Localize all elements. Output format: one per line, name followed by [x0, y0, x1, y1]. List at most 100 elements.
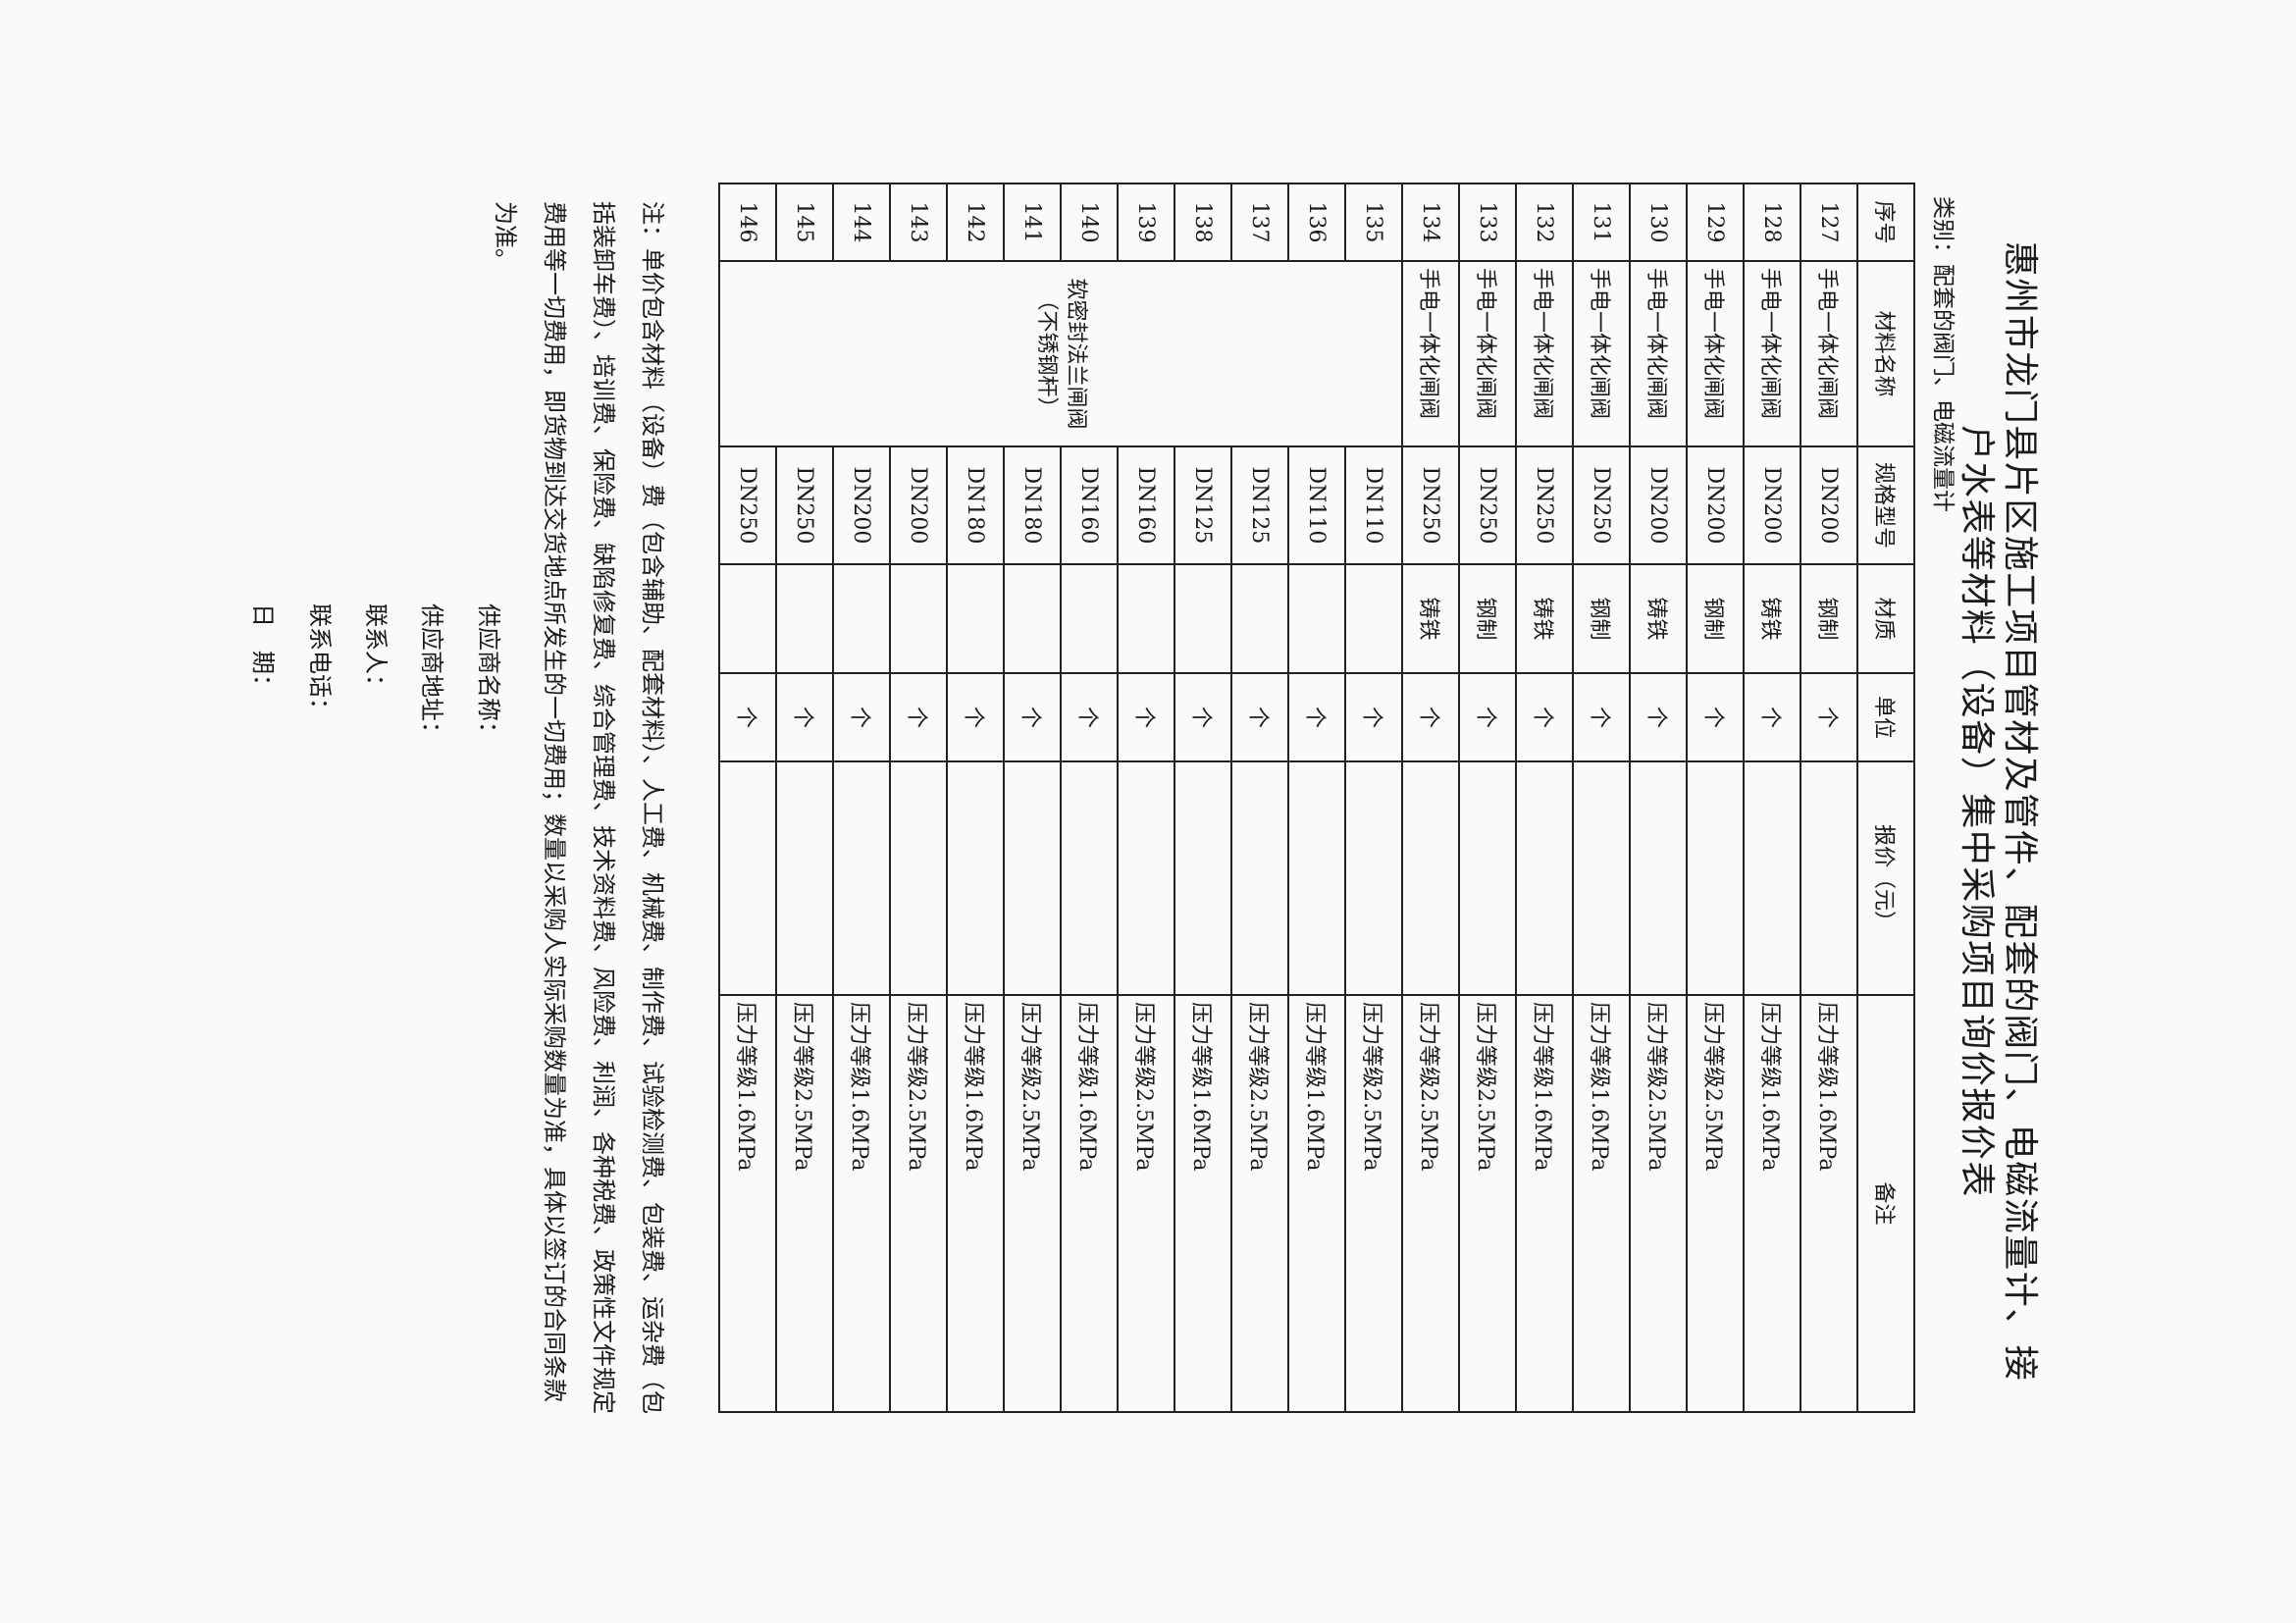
cell-price	[1174, 761, 1231, 995]
cell-spec: DN200	[833, 446, 890, 564]
notes-text: 注：单价包含材料（设备）费（包含辅助、配套材料）、人工费、机械费、制作费、试验检…	[492, 201, 666, 1414]
cell-unit: 个	[1004, 673, 1061, 761]
cell-unit: 个	[1459, 673, 1516, 761]
cell-name: 手电一体化闸阀	[1744, 261, 1800, 446]
cell-unit: 个	[1516, 673, 1573, 761]
cell-unit: 个	[1174, 673, 1231, 761]
cell-material	[1004, 564, 1061, 673]
cell-remark: 压力等级1.6MPa	[1516, 995, 1573, 1412]
cell-material: 铸铁	[1630, 564, 1687, 673]
cell-price	[776, 761, 833, 995]
table-row: 132 手电一体化闸阀 DN250 铸铁个压力等级1.6MPa	[1516, 183, 1573, 1412]
cell-unit: 个	[1118, 673, 1174, 761]
cell-remark: 压力等级1.6MPa	[1744, 995, 1800, 1412]
cell-remark: 压力等级1.6MPa	[833, 995, 890, 1412]
cell-material	[833, 564, 890, 673]
cell-name: 手电一体化闸阀	[1402, 261, 1459, 446]
cell-material	[947, 564, 1004, 673]
cell-remark: 压力等级1.6MPa	[947, 995, 1004, 1412]
cell-unit: 个	[890, 673, 947, 761]
table-row: 135 软密封法兰闸阀 （不锈钢杆） DN110 个压力等级2.5MPa	[719, 183, 1402, 1412]
cell-material	[1118, 564, 1174, 673]
header-no: 序号	[1857, 183, 1914, 261]
cell-material	[1288, 564, 1345, 673]
cell-remark: 压力等级1.6MPa	[1061, 995, 1118, 1412]
cell-remark: 压力等级2.5MPa	[1004, 995, 1061, 1412]
cell-no: 135	[1345, 183, 1402, 261]
header-name: 材料名称	[1857, 261, 1914, 446]
cell-remark: 压力等级1.6MPa	[1174, 995, 1231, 1412]
cell-material	[1061, 564, 1118, 673]
cell-price	[1573, 761, 1630, 995]
table-row: 129 手电一体化闸阀 DN200 钢制个压力等级2.5MPa	[1687, 183, 1744, 1412]
cell-material: 钢制	[1573, 564, 1630, 673]
cell-spec: DN125	[1174, 446, 1231, 564]
supplier-name-label: 供应商名称：	[475, 603, 502, 745]
cell-remark: 压力等级2.5MPa	[890, 995, 947, 1412]
cell-price	[1744, 761, 1800, 995]
table-row: 133 手电一体化闸阀 DN250 钢制个压力等级2.5MPa	[1459, 183, 1516, 1412]
cell-no: 143	[890, 183, 947, 261]
cell-material: 铸铁	[1516, 564, 1573, 673]
cell-remark: 压力等级2.5MPa	[1118, 995, 1174, 1412]
cell-price	[1004, 761, 1061, 995]
cell-spec: DN200	[1744, 446, 1800, 564]
cell-no: 129	[1687, 183, 1744, 261]
cell-spec: DN160	[1118, 446, 1174, 564]
cell-no: 137	[1231, 183, 1288, 261]
cell-remark: 压力等级1.6MPa	[1573, 995, 1630, 1412]
cell-remark: 压力等级1.6MPa	[719, 995, 776, 1412]
cell-remark: 压力等级2.5MPa	[1459, 995, 1516, 1412]
cell-spec: DN250	[1402, 446, 1459, 564]
cell-price	[890, 761, 947, 995]
cell-no: 145	[776, 183, 833, 261]
cell-remark: 压力等级2.5MPa	[1345, 995, 1402, 1412]
cell-price	[1459, 761, 1516, 995]
cell-name: 手电一体化闸阀	[1516, 261, 1573, 446]
table-row: 131 手电一体化闸阀 DN250 钢制个压力等级1.6MPa	[1573, 183, 1630, 1412]
table-row: 128 手电一体化闸阀 DN200 铸铁个压力等级1.6MPa	[1744, 183, 1800, 1412]
cell-remark: 压力等级2.5MPa	[1231, 995, 1288, 1412]
header-unit: 单位	[1857, 673, 1914, 761]
cell-spec: DN160	[1061, 446, 1118, 564]
cell-spec: DN125	[1231, 446, 1288, 564]
cell-remark: 压力等级1.6MPa	[1288, 995, 1345, 1412]
cell-price	[1288, 761, 1345, 995]
quotation-table: 序号 材料名称 规格型号 材质 单位 报价（元） 备注 127 手电一体化闸阀 DN…	[718, 183, 1915, 1413]
cell-spec: DN180	[1004, 446, 1061, 564]
cell-unit: 个	[1231, 673, 1288, 761]
cell-spec: DN250	[1459, 446, 1516, 564]
cell-material	[1174, 564, 1231, 673]
cell-material: 钢制	[1800, 564, 1857, 673]
cell-no: 132	[1516, 183, 1573, 261]
cell-material: 铸铁	[1744, 564, 1800, 673]
cell-price	[1118, 761, 1174, 995]
contact-phone-label: 联系电话：	[306, 603, 334, 721]
cell-name-merged: 软密封法兰闸阀 （不锈钢杆）	[719, 261, 1402, 446]
cell-spec: DN250	[719, 446, 776, 564]
cell-material: 钢制	[1459, 564, 1516, 673]
cell-spec: DN200	[1687, 446, 1744, 564]
table-header-row: 序号 材料名称 规格型号 材质 单位 报价（元） 备注	[1857, 183, 1914, 1412]
cell-no: 128	[1744, 183, 1800, 261]
header-remark: 备注	[1857, 995, 1914, 1412]
cell-material	[890, 564, 947, 673]
cell-spec: DN110	[1345, 446, 1402, 564]
cell-no: 133	[1459, 183, 1516, 261]
cell-material: 钢制	[1687, 564, 1744, 673]
cell-remark: 压力等级1.6MPa	[1800, 995, 1857, 1412]
cell-unit: 个	[1687, 673, 1744, 761]
cell-no: 144	[833, 183, 890, 261]
header-material: 材质	[1857, 564, 1914, 673]
cell-price	[1345, 761, 1402, 995]
cell-spec: DN250	[1573, 446, 1630, 564]
merged-name-line2: （不锈钢杆）	[1034, 288, 1059, 419]
category-label: 类别：配套的阀门、电磁流量计	[1930, 196, 1956, 512]
cell-unit: 个	[833, 673, 890, 761]
cell-unit: 个	[1061, 673, 1118, 761]
cell-price	[1061, 761, 1118, 995]
cell-unit: 个	[1345, 673, 1402, 761]
cell-unit: 个	[1800, 673, 1857, 761]
cell-name: 手电一体化闸阀	[1800, 261, 1857, 446]
